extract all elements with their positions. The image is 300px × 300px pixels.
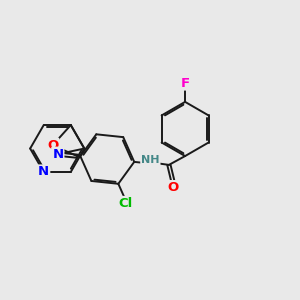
Text: O: O [47,139,58,152]
Text: Cl: Cl [118,197,132,210]
Text: N: N [52,148,63,161]
Text: F: F [181,76,190,89]
Text: N: N [38,166,49,178]
Text: O: O [168,181,179,194]
Text: NH: NH [141,155,160,166]
